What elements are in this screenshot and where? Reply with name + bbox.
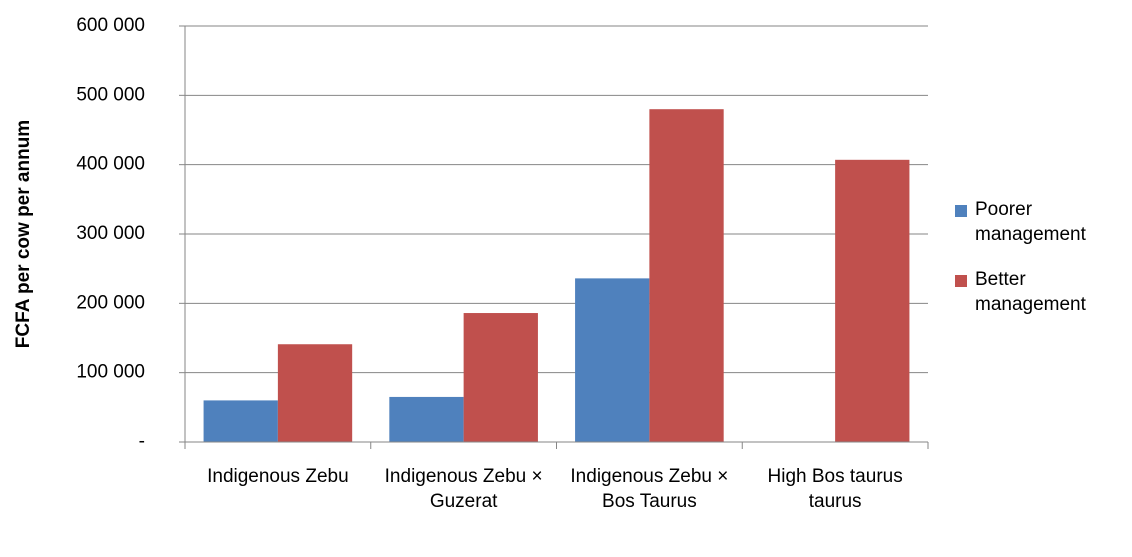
x-tick-label: Indigenous Zebu — [207, 466, 349, 487]
bar — [463, 313, 538, 442]
x-tick-label: Indigenous Zebu × Guzerat — [384, 466, 543, 512]
bar — [575, 278, 650, 442]
legend-swatch — [955, 275, 967, 287]
bar — [649, 109, 724, 442]
y-axis-title: FCFA per cow per annum — [13, 120, 34, 348]
bar — [277, 344, 353, 442]
y-tick-label: 200 000 — [76, 292, 145, 313]
bar — [203, 400, 278, 442]
y-tick-label: 100 000 — [76, 362, 145, 383]
legend-label: Poorer management — [975, 199, 1086, 245]
y-tick-label: 600 000 — [76, 15, 145, 36]
x-tick-label: Indigenous Zebu × Bos Taurus — [570, 466, 729, 512]
bar — [835, 159, 910, 442]
legend-swatch — [955, 205, 967, 217]
y-tick-label: 500 000 — [76, 84, 145, 105]
bar — [389, 396, 464, 442]
y-tick-label: - — [139, 431, 145, 452]
y-tick-label: 300 000 — [76, 223, 145, 244]
legend-label: Better management — [975, 269, 1086, 315]
y-tick-label: 400 000 — [76, 154, 145, 175]
x-tick-label: High Bos taurus taurus — [767, 466, 903, 512]
